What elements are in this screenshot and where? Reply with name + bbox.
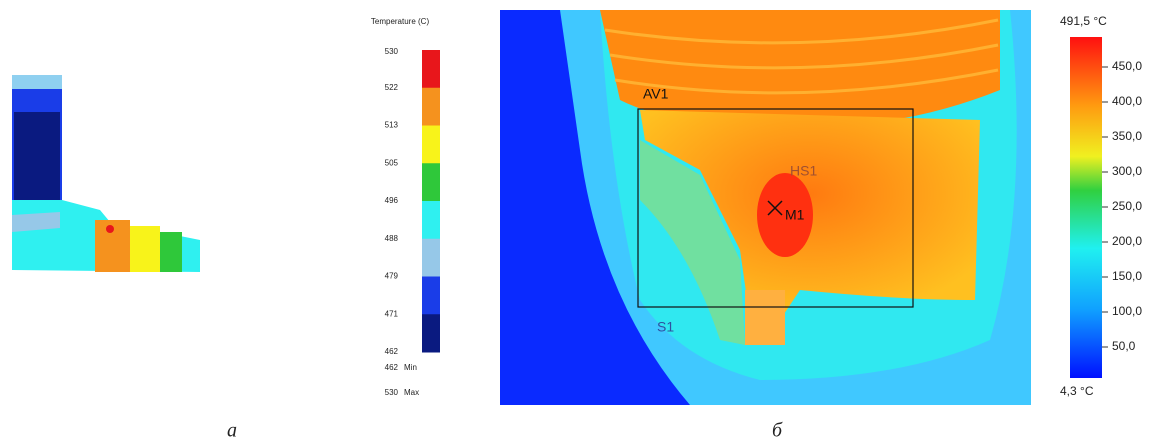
scale-tick-label: 250,0	[1112, 199, 1142, 213]
color-band	[422, 163, 440, 202]
marker-label: M1	[785, 207, 805, 223]
marker-label: HS1	[790, 163, 817, 179]
scale-max: 491,5 °C	[1060, 14, 1107, 28]
scale-tick-label: 300,0	[1112, 164, 1142, 178]
color-band	[422, 125, 440, 164]
thermal-image	[500, 10, 1031, 405]
legend-tick-label: 471	[385, 309, 399, 318]
legend-tick-label: 505	[385, 158, 399, 167]
max-value: 530	[385, 388, 399, 397]
color-band	[422, 238, 440, 277]
legend-tick-label: 462	[385, 347, 399, 356]
scale-tick-label: 400,0	[1112, 94, 1142, 108]
right-legend: 491,5 °C 450,0 400,0 350,0 300,0 250,0 200,0 1…	[1060, 14, 1142, 398]
scale-tick-label: 450,0	[1112, 59, 1142, 73]
legend-tick-label: 513	[385, 121, 399, 130]
caption-b: б	[772, 420, 783, 442]
legend-tick-label: 530	[385, 47, 399, 56]
color-band	[422, 314, 440, 353]
left-legend: Temperature (C) 530 522 513 505 496 488 479 471…	[371, 17, 440, 397]
color-band	[422, 50, 440, 89]
legend-title: Temperature (C)	[371, 17, 430, 26]
legend-tick-label: 522	[385, 83, 399, 92]
color-band	[422, 201, 440, 240]
max-label: Max	[404, 388, 419, 397]
marker-label: S1	[657, 319, 674, 335]
legend-tick-label: 488	[385, 234, 399, 243]
color-band	[422, 87, 440, 126]
scale-tick-label: 50,0	[1112, 339, 1136, 353]
color-band	[422, 276, 440, 315]
simulation-model	[12, 75, 200, 272]
min-value: 462	[385, 363, 399, 372]
marker-label: AV1	[643, 86, 669, 102]
legend-tick-label: 479	[385, 272, 399, 281]
min-label: Min	[404, 363, 417, 372]
caption-a: а	[227, 420, 237, 442]
scale-tick-label: 200,0	[1112, 234, 1142, 248]
color-scale	[1070, 37, 1102, 378]
scale-tick-label: 100,0	[1112, 304, 1142, 318]
scale-tick-label: 350,0	[1112, 129, 1142, 143]
legend-tick-label: 496	[385, 196, 399, 205]
scale-tick-label: 150,0	[1112, 269, 1142, 283]
scale-min: 4,3 °C	[1060, 384, 1094, 398]
